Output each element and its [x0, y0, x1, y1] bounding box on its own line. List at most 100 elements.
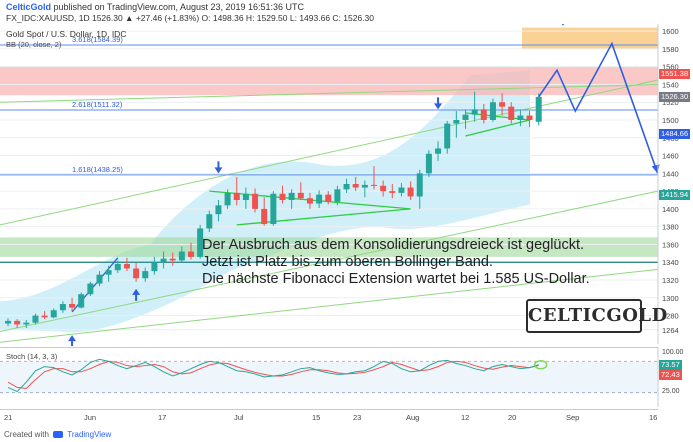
candle-body — [499, 102, 506, 107]
stoch-band — [0, 361, 658, 393]
arrow-marker-2-head — [132, 288, 141, 295]
annotation-line-2: Jetzt ist Platz bis zum oberen Bollinger… — [202, 254, 493, 270]
candle-body — [416, 173, 423, 197]
price-tick-label: 1520 — [662, 98, 679, 107]
logo-text: CELTICGOLD — [528, 305, 668, 326]
candle-body — [41, 315, 48, 318]
ohlc-line: FX_IDC:XAUUSD, 1D 1526.30 ▲ +27.46 (+1.8… — [6, 13, 375, 23]
candle-body — [188, 251, 194, 257]
time-tick-label: 23 — [353, 413, 361, 422]
candle-body — [398, 187, 405, 193]
time-tick-label: Jun — [84, 413, 96, 422]
price-chart[interactable]: 1264128013001320134013601380140014201440… — [0, 24, 693, 346]
stoch-tick-label: 25.00 — [662, 388, 680, 395]
time-tick-label: Sep — [566, 413, 579, 422]
bollinger-band — [0, 70, 530, 333]
candle-body — [371, 184, 377, 186]
fib-label-2618: 2.618(1511.32) — [72, 99, 123, 109]
candle-body — [5, 320, 11, 324]
price-tick-label: 1360 — [662, 240, 679, 249]
candle-body — [87, 283, 94, 295]
tradingview-icon — [53, 431, 64, 438]
candle-body — [206, 214, 213, 229]
time-tick-label: 16 — [649, 413, 657, 422]
candle-body — [114, 264, 121, 271]
candle-body — [462, 114, 469, 120]
price-badge-last: 1526.30 — [659, 91, 691, 102]
candle-body — [59, 304, 66, 311]
candle-body — [297, 192, 304, 199]
candle-body — [178, 251, 185, 261]
candle-body — [252, 193, 259, 209]
footer-created: Created with — [4, 430, 49, 439]
candle-body — [197, 228, 204, 257]
candle-body — [261, 208, 268, 224]
candle-body — [425, 153, 432, 174]
price-tick-label: 1560 — [662, 63, 679, 72]
footer: Created with TradingView — [4, 430, 111, 439]
candle-body — [334, 189, 341, 202]
arrow-marker-4-head — [434, 103, 443, 110]
candle-body — [224, 192, 231, 206]
price-tick-label: 1380 — [662, 223, 679, 232]
price-tick-label: 1320 — [662, 276, 679, 285]
time-axis: 21 Jun 17 Jul 15 23 Aug 12 20 Sep 16 — [0, 409, 658, 422]
candle-body — [444, 123, 451, 149]
celticgold-logo: CELTICGOLD — [526, 299, 668, 333]
candle-body — [517, 115, 524, 120]
candle-body — [96, 274, 103, 284]
publisher-line: CelticGold published on TradingView.com,… — [6, 2, 304, 12]
annotation-box: Der Ausbruch aus dem Konsolidierungsdrei… — [202, 237, 590, 288]
candle-body — [316, 194, 323, 204]
candle-body — [32, 315, 39, 323]
candle-body — [78, 294, 85, 308]
price-tick-label: 1300 — [662, 294, 679, 303]
candle-body — [69, 304, 76, 308]
candle-body — [526, 115, 533, 120]
arrow-marker-1-head — [68, 335, 77, 342]
candle-body — [105, 270, 112, 275]
price-tick-label: 1540 — [662, 80, 679, 89]
candle-body — [380, 185, 387, 192]
support-zone — [0, 237, 658, 257]
time-tick-label: 21 — [4, 413, 12, 422]
candle-body — [389, 191, 396, 193]
price-badge-upper: 1551.38 — [659, 69, 691, 80]
candle-body — [23, 322, 30, 325]
candle-body — [123, 264, 130, 269]
candle-body — [279, 193, 286, 200]
candle-body — [489, 102, 496, 120]
brand-name[interactable]: CelticGold — [6, 2, 52, 12]
price-tick-label: 1580 — [662, 45, 679, 54]
candle-body — [435, 148, 442, 154]
candle-body — [508, 106, 515, 120]
time-tick-label: 15 — [312, 413, 320, 422]
price-tick-label: 1264 — [662, 326, 679, 335]
price-tick-label: 1340 — [662, 258, 679, 267]
candle-body — [535, 96, 542, 122]
candle-body — [471, 109, 478, 115]
channel-line-upper — [0, 79, 659, 226]
candle-body — [14, 320, 21, 325]
time-tick-label: 20 — [508, 413, 516, 422]
price-badge-lower: 1415.94 — [659, 189, 691, 200]
candle-body — [169, 258, 176, 261]
candle-body — [50, 310, 57, 318]
time-tick-label: Aug — [406, 413, 419, 422]
candle-body — [215, 205, 222, 215]
projection-path — [538, 41, 659, 174]
legend-title: Gold Spot / U.S. Dollar, 1D, IDC — [6, 29, 127, 39]
candle-body — [160, 258, 167, 263]
candle-body — [480, 109, 487, 120]
candle-body — [343, 184, 350, 190]
price-tick-label: 1440 — [662, 169, 679, 178]
candle-body — [142, 271, 149, 279]
footer-brand[interactable]: TradingView — [67, 430, 112, 439]
consolidation-triangle — [209, 190, 411, 226]
price-tick-label: 1400 — [662, 205, 679, 214]
resistance-zone — [0, 66, 658, 96]
price-tick-label: 1460 — [662, 152, 679, 161]
stoch-highlight-circle — [533, 359, 548, 370]
time-tick-label: 12 — [461, 413, 469, 422]
